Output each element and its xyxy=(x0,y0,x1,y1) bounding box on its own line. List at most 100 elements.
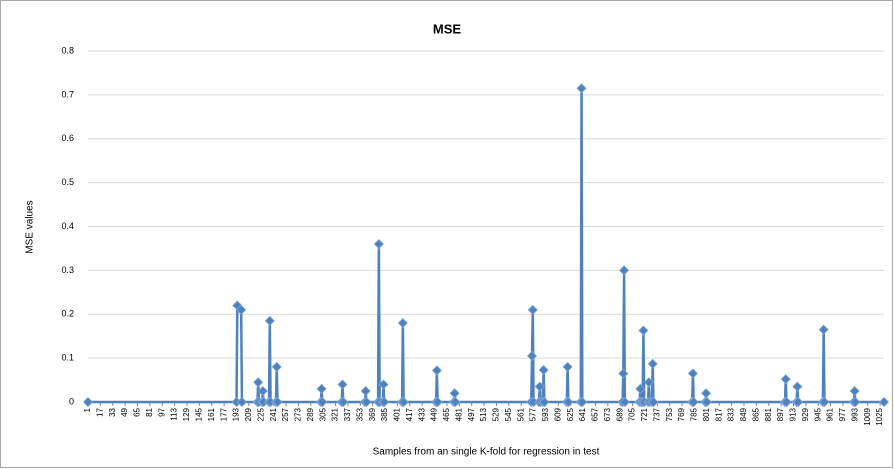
data-marker xyxy=(687,368,698,379)
x-tick-label: 705 xyxy=(628,407,637,421)
x-tick-label: 385 xyxy=(380,407,389,421)
x-tick-label: 65 xyxy=(133,407,142,416)
y-tick-label: 0.1 xyxy=(61,353,74,363)
data-marker xyxy=(793,396,804,408)
x-tick-label: 529 xyxy=(492,407,501,421)
x-tick-label: 865 xyxy=(751,407,760,421)
x-tick-label: 833 xyxy=(727,407,736,421)
x-tick-label: 113 xyxy=(170,407,179,420)
x-tick-label: 481 xyxy=(454,407,463,421)
data-marker xyxy=(688,396,699,408)
data-marker xyxy=(431,365,442,376)
data-marker xyxy=(577,396,588,408)
x-tick-label: 433 xyxy=(417,407,426,421)
x-tick-label: 817 xyxy=(714,407,723,421)
data-marker xyxy=(781,396,792,408)
x-tick-label: 193 xyxy=(232,407,241,421)
x-tick-label: 657 xyxy=(591,407,600,421)
x-tick-label: 929 xyxy=(801,407,810,421)
data-marker xyxy=(647,358,658,369)
data-marker xyxy=(361,396,372,408)
data-marker xyxy=(526,350,538,361)
x-tick-label: 33 xyxy=(108,407,117,416)
x-tick-label: 689 xyxy=(615,407,624,421)
x-tick-label: 545 xyxy=(504,407,513,421)
x-tick-label: 449 xyxy=(430,407,439,421)
x-tick-label: 849 xyxy=(739,407,748,421)
x-tick-label: 721 xyxy=(640,407,649,421)
x-tick-label: 1025 xyxy=(875,407,884,425)
y-tick-label: 0.3 xyxy=(61,265,74,275)
x-tick-label: 641 xyxy=(578,407,587,421)
data-marker xyxy=(379,396,390,408)
data-marker xyxy=(818,324,829,335)
data-marker xyxy=(648,396,659,408)
x-tick-label: 417 xyxy=(405,407,414,421)
x-tick-label: 465 xyxy=(442,407,451,421)
y-tick-label: 0.2 xyxy=(61,309,74,319)
x-tick-label: 337 xyxy=(343,407,352,421)
data-marker xyxy=(264,315,275,326)
x-tick-label: 257 xyxy=(281,407,290,421)
data-marker xyxy=(792,381,803,392)
x-tick-label: 577 xyxy=(529,407,538,421)
data-marker xyxy=(272,396,283,408)
data-marker xyxy=(701,396,712,408)
data-marker xyxy=(619,396,630,408)
data-marker xyxy=(562,361,573,372)
data-marker xyxy=(563,396,574,408)
y-tick-label: 0 xyxy=(69,396,74,406)
x-tick-label: 1 xyxy=(83,407,92,412)
data-marker xyxy=(378,379,389,390)
data-marker xyxy=(819,396,830,408)
y-tick-label: 0.7 xyxy=(61,89,74,99)
x-tick-label: 49 xyxy=(120,407,129,416)
x-tick-label: 161 xyxy=(207,407,216,421)
x-tick-label: 993 xyxy=(850,407,859,421)
data-marker xyxy=(257,385,268,397)
x-tick-label: 977 xyxy=(838,407,847,421)
x-tick-label: 225 xyxy=(256,407,265,421)
data-marker xyxy=(538,364,549,376)
data-marker xyxy=(849,385,860,397)
data-marker xyxy=(360,385,371,397)
data-marker xyxy=(878,396,890,408)
x-tick-label: 753 xyxy=(665,407,674,421)
x-tick-label: 273 xyxy=(294,407,303,421)
data-marker xyxy=(432,396,443,408)
data-marker xyxy=(619,265,630,276)
data-marker xyxy=(373,238,384,250)
y-tick-label: 0.4 xyxy=(61,221,74,231)
x-tick-label: 625 xyxy=(566,407,575,421)
y-tick-label: 0.6 xyxy=(61,133,74,143)
x-tick-label: 913 xyxy=(789,407,798,421)
chart-title: MSE xyxy=(433,21,462,36)
x-tick-label: 513 xyxy=(479,407,488,421)
data-marker xyxy=(539,396,550,408)
data-marker xyxy=(643,377,654,388)
x-tick-label: 289 xyxy=(306,407,315,421)
data-marker xyxy=(271,361,282,372)
y-axis-label: MSE values xyxy=(25,200,36,253)
x-tick-label: 609 xyxy=(553,407,562,421)
x-tick-label: 129 xyxy=(182,407,191,421)
x-tick-label: 801 xyxy=(702,407,711,421)
data-marker xyxy=(780,374,791,385)
x-tick-label: 241 xyxy=(269,407,278,421)
y-tick-label: 0.5 xyxy=(61,177,74,187)
x-tick-label: 593 xyxy=(541,407,550,421)
data-marker xyxy=(618,368,629,379)
data-marker xyxy=(82,396,94,408)
data-marker xyxy=(338,396,349,408)
x-tick-label: 177 xyxy=(219,407,228,421)
x-tick-label: 321 xyxy=(331,407,340,421)
data-marker xyxy=(317,396,328,408)
x-tick-label: 785 xyxy=(690,407,699,421)
data-marker xyxy=(850,396,861,408)
x-tick-label: 81 xyxy=(145,407,154,416)
y-tick-label: 0.8 xyxy=(61,45,74,55)
x-tick-label: 17 xyxy=(95,407,104,416)
x-tick-label: 401 xyxy=(393,407,402,421)
x-tick-label: 145 xyxy=(195,407,204,421)
